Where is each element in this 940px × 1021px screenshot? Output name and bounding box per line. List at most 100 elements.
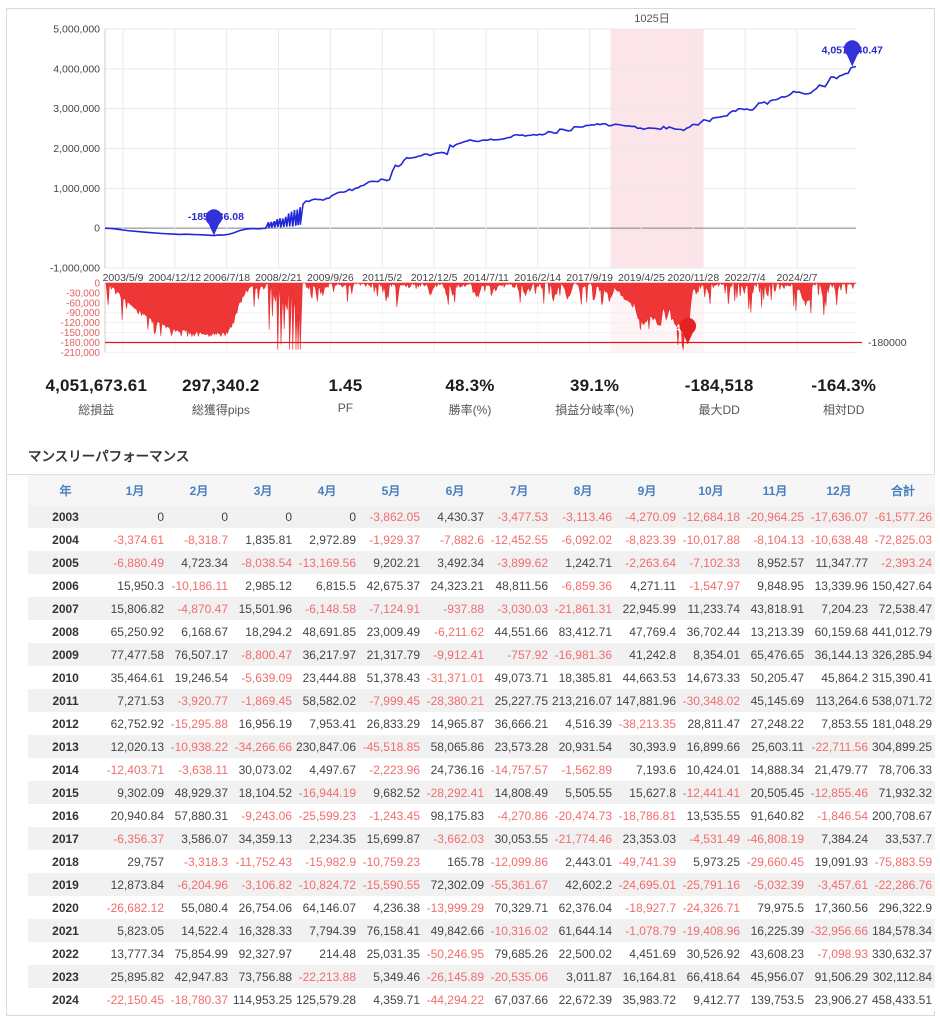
pnl-cell: -8,038.54 [241, 555, 292, 570]
month-header: 年 [28, 475, 103, 505]
pnl-cell: 27,248.22 [750, 716, 804, 731]
pnl-cell: -8,800.47 [241, 647, 292, 662]
svg-text:2019/4/25: 2019/4/25 [618, 272, 665, 284]
pnl-cell: 22,945.99 [622, 601, 676, 616]
svg-text:2009/9/26: 2009/9/26 [307, 272, 354, 284]
pnl-cell: 12,873.84 [110, 877, 164, 892]
pnl-cell: -1,562.89 [561, 762, 612, 777]
pnl-cell: -55,361.67 [490, 877, 548, 892]
svg-text:-150,000: -150,000 [61, 328, 101, 339]
year-cell: 2022 [52, 946, 79, 961]
pnl-cell: 50,205.47 [750, 670, 804, 685]
pnl-cell: -3,113.46 [562, 509, 612, 524]
svg-text:2003/5/9: 2003/5/9 [103, 272, 144, 284]
pnl-cell: -45,518.85 [362, 739, 420, 754]
pnl-cell: 20,940.84 [110, 808, 164, 823]
pnl-cell: -26,145.89 [426, 969, 484, 984]
year-cell: 2012 [52, 716, 79, 731]
pnl-cell: 9,848.95 [757, 578, 804, 593]
pnl-cell: 16,956.19 [238, 716, 292, 731]
table-row: 2016 20,940.84 57,880.31 -9,243.06 -25,599.2… [28, 804, 935, 827]
pnl-cell: -6,204.96 [177, 877, 228, 892]
pnl-cell: 20,505.45 [750, 785, 804, 800]
pnl-cell: 200,708.67 [871, 808, 932, 823]
pnl-cell: -49,741.39 [618, 854, 676, 869]
pnl-cell: 77,477.58 [110, 647, 164, 662]
stat-item-4: 39.1% 損益分岐率(%) [532, 376, 657, 420]
pnl-cell: -3,662.03 [433, 831, 484, 846]
pnl-cell: 23,444.88 [302, 670, 356, 685]
pnl-cell: 18,294.2 [245, 624, 292, 639]
pnl-cell: -6,880.49 [113, 555, 164, 570]
stat-item-0: 4,051,673.61 総損益 [34, 376, 159, 420]
pnl-cell: 3,011.87 [566, 969, 612, 984]
pnl-cell: 14,965.87 [430, 716, 484, 731]
pnl-cell: -3,457.61 [817, 877, 868, 892]
table-row: 2024 -22,150.45 -18,780.37 114,953.25 125,57… [28, 988, 935, 1011]
year-cell: 2021 [52, 923, 79, 938]
pnl-cell: 55,080.4 [181, 900, 228, 915]
pnl-cell: -10,938.22 [170, 739, 228, 754]
stat-value: -164.3% [811, 376, 877, 395]
pnl-cell: -12,855.46 [810, 785, 868, 800]
pnl-cell: 24,323.21 [430, 578, 484, 593]
table-row: 2004 -3,374.61 -8,318.7 1,835.81 2,972.89 -1,… [28, 528, 935, 551]
pnl-cell: -757.92 [507, 647, 548, 662]
pnl-cell: -6,859.36 [561, 578, 612, 593]
performance-charts-svg[interactable]: 5,000,000 4,000,000 3,000,000 2,000,000 1,00… [0, 0, 940, 372]
pnl-cell: 44,663.53 [622, 670, 676, 685]
pnl-cell: 330,632.37 [871, 946, 932, 961]
pnl-cell: -28,380.21 [426, 693, 484, 708]
pnl-cell: 17,360.56 [814, 900, 868, 915]
pnl-cell: 184,578.34 [871, 923, 932, 938]
stat-value: 1.45 [328, 376, 363, 395]
svg-text:2011/5/2: 2011/5/2 [362, 272, 402, 284]
pnl-cell: 45,864.2 [821, 670, 868, 685]
pnl-cell: -1,846.54 [817, 808, 868, 823]
stat-label: 相対DD [823, 403, 865, 417]
pnl-cell: 64,146.07 [302, 900, 356, 915]
table-row: 2006 15,950.3 -10,186.11 2,985.12 6,815.5 42,… [28, 574, 935, 597]
month-header: 5月 [359, 475, 423, 505]
pnl-cell: 296,322.9 [878, 900, 932, 915]
pnl-cell: -16,981.36 [554, 647, 612, 662]
summary-stats-row: 4,051,673.61 総損益 297,340.2 総獲得pips 1.45 PF 48.… [34, 376, 906, 420]
pnl-cell: 4,359.71 [373, 992, 420, 1007]
year-cell: 2006 [52, 578, 79, 593]
pnl-cell: -30,348.02 [682, 693, 740, 708]
pnl-cell: -22,213.88 [298, 969, 356, 984]
svg-text:2012/12/5: 2012/12/5 [411, 272, 458, 284]
pnl-cell: -6,148.58 [305, 601, 356, 616]
stat-item-2: 1.45 PF [283, 376, 408, 420]
pnl-cell: 41,242.8 [629, 647, 676, 662]
stat-value: 4,051,673.61 [45, 376, 148, 395]
pnl-cell: 0 [285, 509, 292, 524]
pnl-cell: -8,104.13 [753, 532, 804, 547]
pnl-cell: 76,158.41 [366, 923, 420, 938]
pnl-cell: 18,385.81 [558, 670, 612, 685]
table-row: 2022 13,777.34 75,854.99 92,327.97 214.48 25,… [28, 942, 935, 965]
pnl-cell: -22,711.56 [811, 739, 869, 754]
svg-text:1,000,000: 1,000,000 [53, 183, 100, 195]
pnl-cell: 29,757 [127, 854, 164, 869]
pnl-cell: -1,547.97 [689, 578, 740, 593]
drawdown-area [104, 281, 857, 350]
year-cell: 2013 [52, 739, 79, 754]
pnl-cell: -31,371.01 [426, 670, 484, 685]
pnl-cell: 11,347.77 [815, 555, 869, 570]
year-cell: 2011 [52, 693, 79, 708]
table-row: 2018 29,757 -3,318.3 -11,752.43 -15,982.9 -10… [28, 850, 935, 873]
pnl-cell: -34,266.66 [234, 739, 292, 754]
pnl-cell: 35,464.61 [110, 670, 164, 685]
pnl-cell: -13,169.56 [298, 555, 356, 570]
pnl-cell: 92,327.97 [238, 946, 292, 961]
pnl-cell: 20,931.54 [558, 739, 612, 754]
svg-text:2020/11/28: 2020/11/28 [667, 272, 719, 284]
pnl-cell: 7,384.24 [821, 831, 868, 846]
pnl-cell: -18,786.81 [618, 808, 676, 823]
year-cell: 2009 [52, 647, 79, 662]
pnl-cell: -12,403.71 [106, 762, 164, 777]
pnl-cell: 28,811.47 [687, 716, 741, 731]
pnl-cell: 2,443.01 [565, 854, 612, 869]
pnl-cell: -4,270.86 [497, 808, 548, 823]
